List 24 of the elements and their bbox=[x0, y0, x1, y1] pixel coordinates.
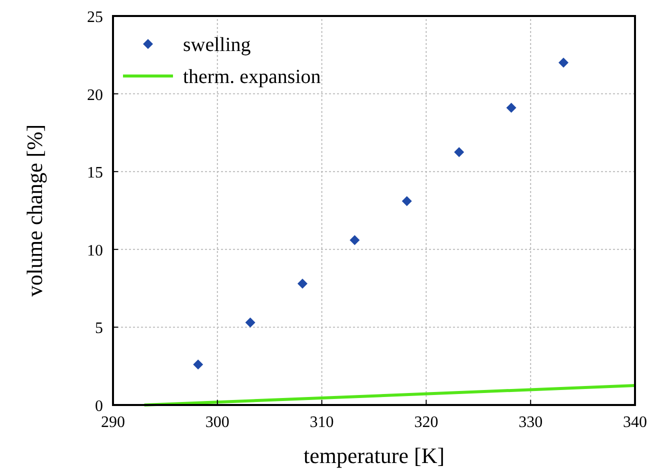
point bbox=[506, 102, 516, 113]
x-tick-label: 330 bbox=[518, 414, 543, 431]
x-tick-label: 290 bbox=[101, 414, 125, 431]
y-tick-label: 15 bbox=[87, 164, 103, 182]
legend-label: swelling bbox=[183, 34, 251, 56]
x-tick-label: 340 bbox=[623, 414, 647, 431]
x-axis-title: temperature [K] bbox=[303, 443, 445, 468]
y-tick-label: 0 bbox=[95, 398, 103, 415]
y-tick-label: 5 bbox=[95, 320, 103, 338]
x-tick-label: 310 bbox=[310, 414, 334, 431]
x-tick-label: 300 bbox=[205, 414, 230, 431]
point bbox=[402, 196, 412, 206]
point bbox=[193, 360, 204, 370]
point bbox=[297, 278, 308, 289]
y-tick-label: 10 bbox=[87, 242, 103, 260]
point bbox=[350, 235, 360, 246]
y-tick-label: 25 bbox=[87, 9, 103, 26]
legend-label: therm. expansion bbox=[183, 66, 321, 88]
y-axis-title: volume change [%] bbox=[22, 124, 47, 297]
point bbox=[558, 58, 568, 68]
point bbox=[245, 318, 256, 328]
x-tick-label: 320 bbox=[414, 414, 438, 431]
point bbox=[454, 147, 464, 158]
y-tick-label: 20 bbox=[87, 86, 103, 104]
